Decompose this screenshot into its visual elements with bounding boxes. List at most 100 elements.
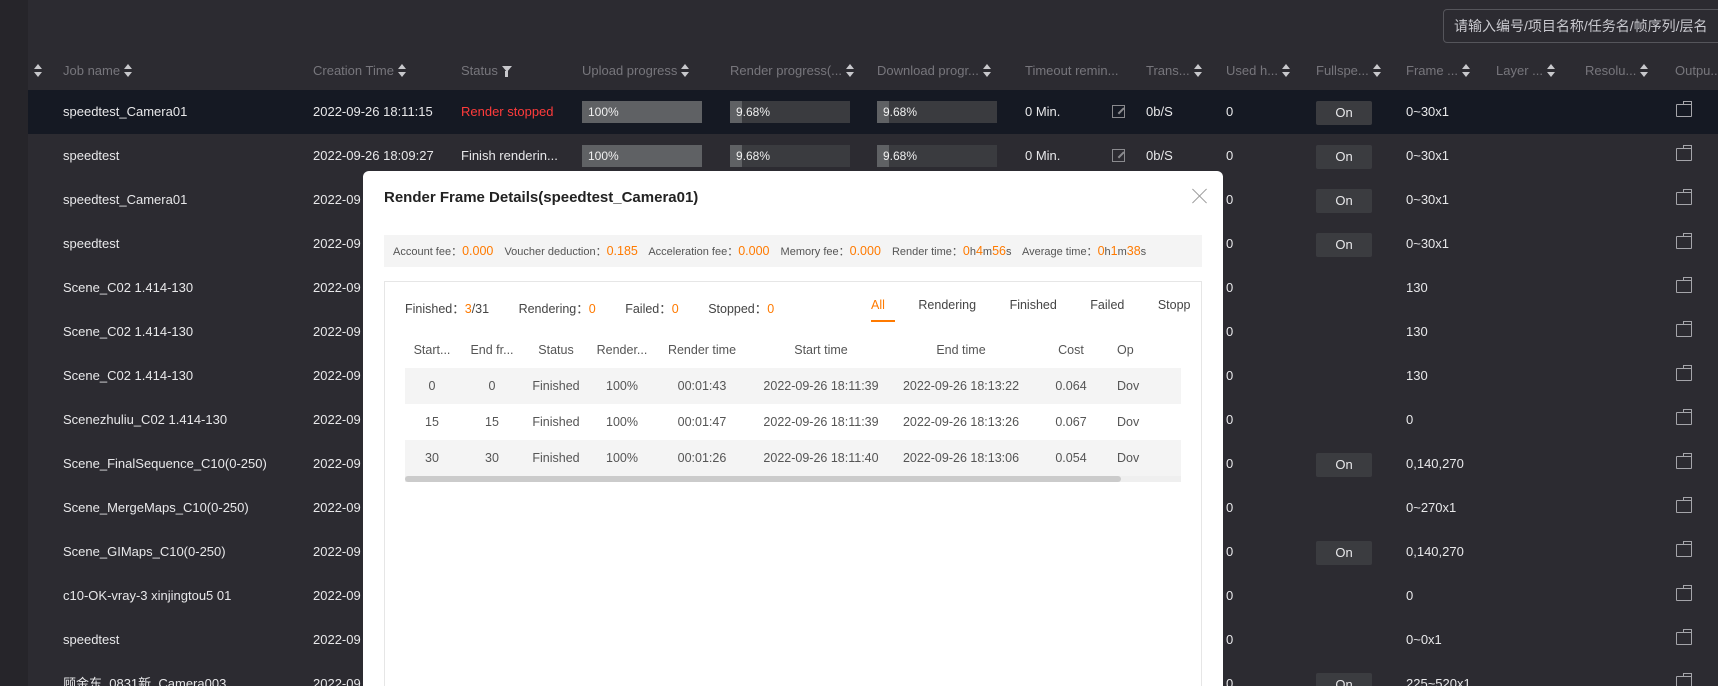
col-operation[interactable]: Op — [1117, 343, 1134, 357]
job-name[interactable]: speedtest_Camera01 — [63, 104, 188, 119]
job-name[interactable]: 顾金东_0831新_Camera003 — [63, 676, 227, 686]
col-resolution[interactable]: Resolu... — [1585, 52, 1649, 90]
table-row[interactable]: speedtest_Camera01 2022-09 0 On 0~30x1 — [28, 178, 1718, 222]
folder-icon[interactable] — [1676, 277, 1692, 293]
fullspeed-toggle[interactable]: On — [1316, 453, 1372, 477]
folder-icon[interactable] — [1676, 673, 1692, 686]
table-row[interactable]: speedtest 2022-09 0 0~0x1 — [28, 618, 1718, 662]
sort-icon[interactable] — [1372, 64, 1382, 78]
job-name[interactable]: speedtest — [63, 236, 120, 251]
col-output[interactable]: Outpu... — [1675, 63, 1718, 78]
fullspeed-toggle[interactable]: On — [1316, 189, 1372, 213]
job-name[interactable]: Scenezhuliu_C02 1.414-130 — [63, 412, 228, 427]
folder-icon[interactable] — [1676, 629, 1692, 645]
sort-icon[interactable] — [1546, 64, 1556, 78]
sort-icon[interactable] — [846, 64, 855, 78]
sort-icon[interactable] — [34, 64, 43, 78]
col-frame[interactable]: Frame ... — [1406, 52, 1471, 90]
col-creation-time[interactable]: Creation Time — [313, 52, 407, 90]
col-timeout[interactable]: Timeout remin... — [1025, 63, 1119, 78]
table-row[interactable]: c10-OK-vray-3 xinjingtou5 01 2022-09 0 0 — [28, 574, 1718, 618]
tab-all[interactable]: All — [871, 298, 895, 322]
select-sort[interactable] — [30, 52, 43, 90]
download-link[interactable]: Dov — [1117, 379, 1140, 393]
table-row[interactable]: Scenezhuliu_C02 1.414-130 2022-09 0 0 — [28, 398, 1718, 442]
tab-stopped[interactable]: Stopp — [1157, 298, 1191, 312]
download-link[interactable]: Dov — [1117, 415, 1140, 429]
col-trans[interactable]: Trans... — [1146, 52, 1203, 90]
frame-row[interactable]: 30 30 Finished 100% 00:01:26 2022-09-26 … — [405, 440, 1181, 476]
horizontal-scrollbar[interactable] — [405, 476, 1181, 482]
fullspeed-toggle[interactable]: On — [1316, 673, 1372, 686]
table-row[interactable]: speedtest 2022-09-26 18:09:27 Finish ren… — [28, 134, 1718, 178]
col-used-hours[interactable]: Used h... — [1226, 52, 1291, 90]
job-name[interactable]: Scene_MergeMaps_C10(0-250) — [63, 500, 249, 515]
sort-icon[interactable] — [1640, 64, 1649, 78]
sort-icon[interactable] — [982, 64, 992, 78]
col-status[interactable]: Status — [538, 343, 574, 357]
folder-icon[interactable] — [1676, 585, 1692, 601]
table-row[interactable]: speedtest_Camera01 2022-09-26 18:11:15 R… — [28, 90, 1718, 134]
folder-icon[interactable] — [1676, 541, 1692, 557]
table-row[interactable]: Scene_GIMaps_C10(0-250) 2022-09 0 On 0,1… — [28, 530, 1718, 574]
col-end-time[interactable]: End time — [936, 343, 986, 357]
close-icon[interactable] — [1191, 187, 1209, 205]
job-name[interactable]: speedtest — [63, 632, 120, 647]
search-input[interactable]: 请输入编号/项目名称/任务名/帧序列/层名 — [1443, 9, 1718, 43]
job-name[interactable]: speedtest — [63, 148, 120, 163]
folder-icon[interactable] — [1676, 453, 1692, 469]
col-render-progress[interactable]: Render progress(... — [730, 52, 855, 90]
col-upload-progress[interactable]: Upload progress — [582, 52, 690, 90]
sort-icon[interactable] — [1193, 64, 1203, 78]
frame-row[interactable]: 0 0 Finished 100% 00:01:43 2022-09-26 18… — [405, 368, 1181, 404]
folder-icon[interactable] — [1676, 365, 1692, 381]
col-layer[interactable]: Layer ... — [1496, 52, 1556, 90]
folder-icon[interactable] — [1676, 497, 1692, 513]
job-name[interactable]: Scene_C02 1.414-130 — [63, 368, 194, 383]
frame-row[interactable]: 15 15 Finished 100% 00:01:47 2022-09-26 … — [405, 404, 1181, 440]
col-end-frame[interactable]: End fr... — [470, 343, 514, 357]
col-job-name[interactable]: Job name — [63, 52, 133, 90]
folder-icon[interactable] — [1676, 145, 1692, 161]
job-name[interactable]: Scene_C02 1.414-130 — [63, 280, 194, 295]
sort-icon[interactable] — [397, 64, 407, 78]
table-row[interactable]: 顾金东_0831新_Camera003 2022-09 0 On 225~520… — [28, 662, 1718, 686]
download-link[interactable]: Dov — [1117, 451, 1140, 465]
edit-icon[interactable] — [1112, 149, 1125, 162]
col-start-time[interactable]: Start time — [794, 343, 848, 357]
col-start-frame[interactable]: Start... — [413, 343, 451, 357]
filter-icon[interactable] — [501, 65, 512, 77]
folder-icon[interactable] — [1676, 233, 1692, 249]
job-name[interactable]: Scene_FinalSequence_C10(0-250) — [63, 456, 267, 471]
tab-finished[interactable]: Finished — [1009, 298, 1057, 312]
col-fullspeed[interactable]: Fullspe... — [1316, 52, 1382, 90]
col-render-progress[interactable]: Render... — [596, 343, 648, 357]
scrollbar-thumb[interactable] — [405, 476, 1121, 482]
sort-icon[interactable] — [124, 64, 133, 78]
table-row[interactable]: Scene_C02 1.414-130 2022-09 0 130 — [28, 354, 1718, 398]
fullspeed-toggle[interactable]: On — [1316, 101, 1372, 125]
col-cost[interactable]: Cost — [1058, 343, 1084, 357]
col-download-progress[interactable]: Download progr... — [877, 52, 992, 90]
job-name[interactable]: Scene_C02 1.414-130 — [63, 324, 194, 339]
table-row[interactable]: speedtest 2022-09 0 On 0~30x1 — [28, 222, 1718, 266]
job-name[interactable]: Scene_GIMaps_C10(0-250) — [63, 544, 226, 559]
folder-icon[interactable] — [1676, 189, 1692, 205]
fullspeed-toggle[interactable]: On — [1316, 541, 1372, 565]
folder-icon[interactable] — [1676, 101, 1692, 117]
table-row[interactable]: Scene_MergeMaps_C10(0-250) 2022-09 0 0~2… — [28, 486, 1718, 530]
sort-icon[interactable] — [1462, 64, 1471, 78]
table-row[interactable]: Scene_C02 1.414-130 2022-09 0 130 — [28, 310, 1718, 354]
job-name[interactable]: c10-OK-vray-3 xinjingtou5 01 — [63, 588, 232, 603]
folder-icon[interactable] — [1676, 409, 1692, 425]
table-row[interactable]: Scene_FinalSequence_C10(0-250) 2022-09 0… — [28, 442, 1718, 486]
tab-failed[interactable]: Failed — [1090, 298, 1125, 312]
col-status[interactable]: Status — [461, 52, 512, 90]
folder-icon[interactable] — [1676, 321, 1692, 337]
sort-icon[interactable] — [681, 64, 690, 78]
fullspeed-toggle[interactable]: On — [1316, 145, 1372, 169]
table-row[interactable]: Scene_C02 1.414-130 2022-09 0 130 — [28, 266, 1718, 310]
fullspeed-toggle[interactable]: On — [1316, 233, 1372, 257]
sort-icon[interactable] — [1282, 64, 1291, 78]
job-name[interactable]: speedtest_Camera01 — [63, 192, 188, 207]
